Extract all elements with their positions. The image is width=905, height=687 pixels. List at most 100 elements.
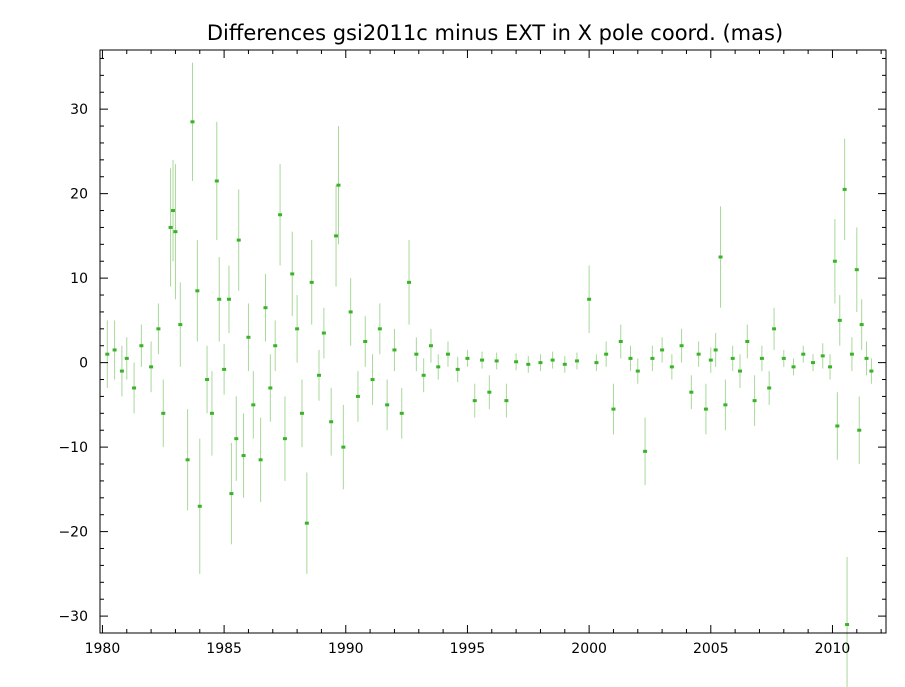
data-point [864, 356, 869, 360]
data-point [282, 437, 287, 441]
data-point [857, 428, 862, 432]
data-point [304, 521, 309, 525]
data-point [428, 344, 433, 348]
y-tick-label: −10 [58, 440, 88, 456]
data-point [791, 365, 796, 369]
data-point [752, 399, 757, 403]
data-point [156, 327, 161, 331]
x-tick-label: 1980 [85, 641, 121, 657]
data-point [185, 458, 190, 462]
data-point [835, 424, 840, 428]
data-point [234, 437, 239, 441]
data-point [745, 340, 750, 343]
data-point [363, 340, 368, 343]
data-point [263, 306, 268, 310]
data-point [105, 352, 110, 356]
y-tick-label: 0 [79, 356, 88, 372]
data-point [273, 344, 278, 348]
data-point [767, 386, 772, 390]
data-point [550, 358, 555, 362]
data-point [650, 356, 655, 360]
data-point [278, 213, 283, 217]
data-point [696, 352, 701, 356]
x-tick-label: 2000 [571, 641, 607, 657]
data-point [399, 411, 404, 415]
data-point [828, 365, 833, 369]
data-point [190, 120, 195, 124]
data-point [317, 373, 322, 377]
y-tick-label: −20 [58, 525, 88, 541]
data-point [246, 335, 251, 339]
data-point [226, 297, 231, 301]
data-point [414, 352, 419, 356]
data-point [336, 183, 341, 187]
data-point [436, 365, 441, 369]
x-axis: 1980 1985 1990 1995 2000 2005 2010 [85, 50, 882, 657]
data-point [526, 362, 531, 366]
data-point [455, 367, 460, 371]
data-point [494, 359, 499, 363]
data-point [628, 356, 633, 360]
data-point [594, 361, 599, 365]
data-point [222, 367, 227, 371]
data-point [355, 394, 360, 398]
data-point [708, 358, 713, 362]
data-point [217, 297, 222, 301]
data-point [251, 403, 256, 407]
x-tick-label: 2010 [815, 641, 851, 657]
data-point [309, 280, 314, 284]
data-point [854, 268, 859, 272]
data-point [341, 445, 346, 449]
y-axis: −30 −20 −10 0 10 20 30 [58, 57, 886, 634]
data-point [679, 344, 684, 348]
data-point [859, 323, 864, 327]
data-point [197, 504, 202, 508]
x-tick-label: 1995 [450, 641, 486, 657]
data-point [504, 399, 509, 403]
data-point [660, 348, 665, 352]
data-point [845, 623, 850, 627]
data-point [730, 356, 735, 360]
data-point [377, 327, 382, 331]
data-point [334, 234, 339, 238]
data-point [132, 386, 137, 390]
y-tick-label: 30 [70, 102, 88, 118]
chart-title: Differences gsi2011c minus EXT in X pole… [207, 21, 783, 45]
data-point [574, 359, 579, 363]
data-point [669, 365, 674, 369]
data-point [299, 411, 304, 415]
data-point [810, 361, 815, 365]
data-point [618, 340, 623, 343]
data-point [171, 209, 176, 213]
data-point [604, 352, 609, 356]
data-point [781, 356, 786, 360]
data-point [713, 348, 718, 352]
data-point [514, 360, 519, 364]
data-point [772, 327, 777, 331]
data-point [737, 369, 742, 373]
x-tick-label: 1985 [206, 641, 242, 657]
data-point [119, 369, 124, 373]
data-point [538, 361, 543, 365]
data-point [635, 369, 640, 373]
plot-frame [99, 49, 887, 634]
data-point [139, 344, 144, 348]
data-point [587, 297, 592, 301]
data-point [849, 352, 854, 356]
data-point [149, 365, 154, 369]
data-point [258, 458, 263, 462]
data-point [703, 407, 708, 411]
y-tick-label: 10 [70, 271, 88, 287]
data-point [236, 238, 241, 242]
data-point [173, 230, 178, 234]
data-point [801, 352, 806, 356]
x-tick-label: 1990 [328, 641, 364, 657]
data-point [295, 327, 300, 331]
data-point [832, 259, 837, 263]
data-point [445, 352, 450, 356]
data-point [168, 225, 173, 229]
data-point [321, 331, 326, 335]
data-point [643, 449, 648, 453]
data-point [689, 390, 694, 394]
